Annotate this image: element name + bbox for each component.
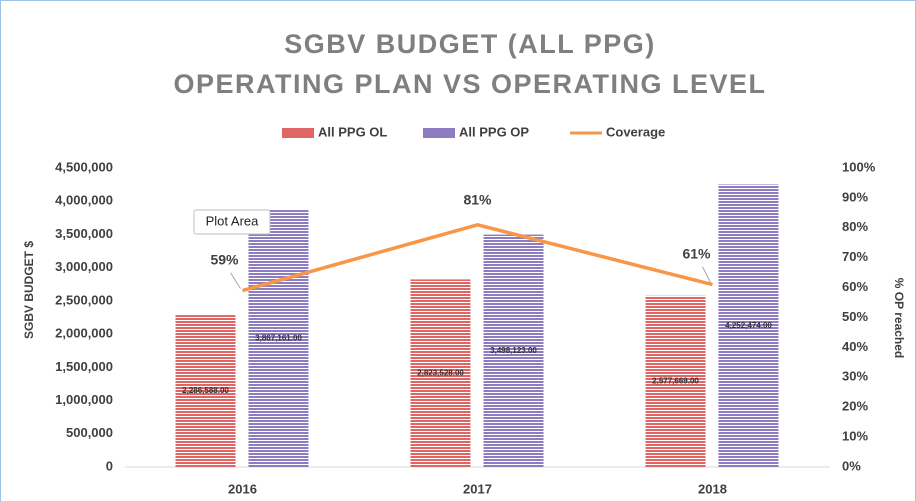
y2-tick-label: 20% xyxy=(842,399,868,414)
bar xyxy=(248,210,309,467)
data-label: 61% xyxy=(682,245,711,261)
data-label: 4,252,474.00 xyxy=(725,321,772,330)
y-tick-label: 0 xyxy=(106,458,113,473)
data-label: 2,286,588.00 xyxy=(182,386,229,395)
data-label: 2,577,669.00 xyxy=(652,376,699,385)
y2-tick-label: 10% xyxy=(842,429,868,444)
y2-tick-label: 40% xyxy=(842,339,868,354)
chart-title: SGBV BUDGET (ALL PPG) xyxy=(284,29,656,59)
y2-tick-label: 60% xyxy=(842,279,868,294)
y2-tick-label: 90% xyxy=(842,189,868,204)
y-tick-label: 1,500,000 xyxy=(55,359,113,374)
y-tick-label: 1,000,000 xyxy=(55,392,113,407)
tooltip: Plot Area xyxy=(206,213,260,228)
chart-subtitle: OPERATING PLAN VS OPERATING LEVEL xyxy=(173,69,766,99)
line xyxy=(242,222,713,293)
y2-tick-label: 0% xyxy=(842,458,861,473)
leader-line xyxy=(230,272,241,289)
data-label: 81% xyxy=(463,192,492,208)
x-tick-label: 2017 xyxy=(463,481,492,496)
y-tick-label: 3,500,000 xyxy=(55,226,113,241)
data-label: 3,498,123.00 xyxy=(490,346,537,355)
y2-axis-title: % OP reached xyxy=(892,278,906,358)
bar xyxy=(645,295,706,467)
y-tick-label: 2,000,000 xyxy=(55,326,113,341)
y2-tick-label: 100% xyxy=(842,159,876,174)
bar xyxy=(718,184,779,468)
legend-label: All PPG OL xyxy=(318,124,387,139)
y-tick-label: 3,000,000 xyxy=(55,259,113,274)
x-tick-label: 2018 xyxy=(698,481,727,496)
y-tick-label: 4,000,000 xyxy=(55,193,113,208)
legend-label: All PPG OP xyxy=(459,124,529,139)
y2-tick-label: 70% xyxy=(842,249,868,264)
y2-tick-label: 80% xyxy=(842,219,868,234)
data-label: 2,823,528.00 xyxy=(417,368,464,377)
leader-line xyxy=(702,266,711,283)
y-axis-title: SGBV BUDGET $ xyxy=(22,241,36,339)
data-label: 3,867,161.00 xyxy=(255,334,302,343)
legend-swatch xyxy=(423,128,455,138)
y-tick-label: 500,000 xyxy=(66,425,113,440)
y2-tick-label: 30% xyxy=(842,369,868,384)
y-tick-label: 4,500,000 xyxy=(55,159,113,174)
data-label: 59% xyxy=(210,251,239,267)
y2-tick-label: 50% xyxy=(842,309,868,324)
bar xyxy=(410,279,471,467)
legend-swatch xyxy=(282,128,314,138)
legend-label: Coverage xyxy=(606,124,665,139)
bar xyxy=(483,234,544,467)
y-tick-label: 2,500,000 xyxy=(55,292,113,307)
bar xyxy=(175,315,236,467)
tooltip-box xyxy=(193,209,271,235)
x-tick-label: 2016 xyxy=(228,481,257,496)
